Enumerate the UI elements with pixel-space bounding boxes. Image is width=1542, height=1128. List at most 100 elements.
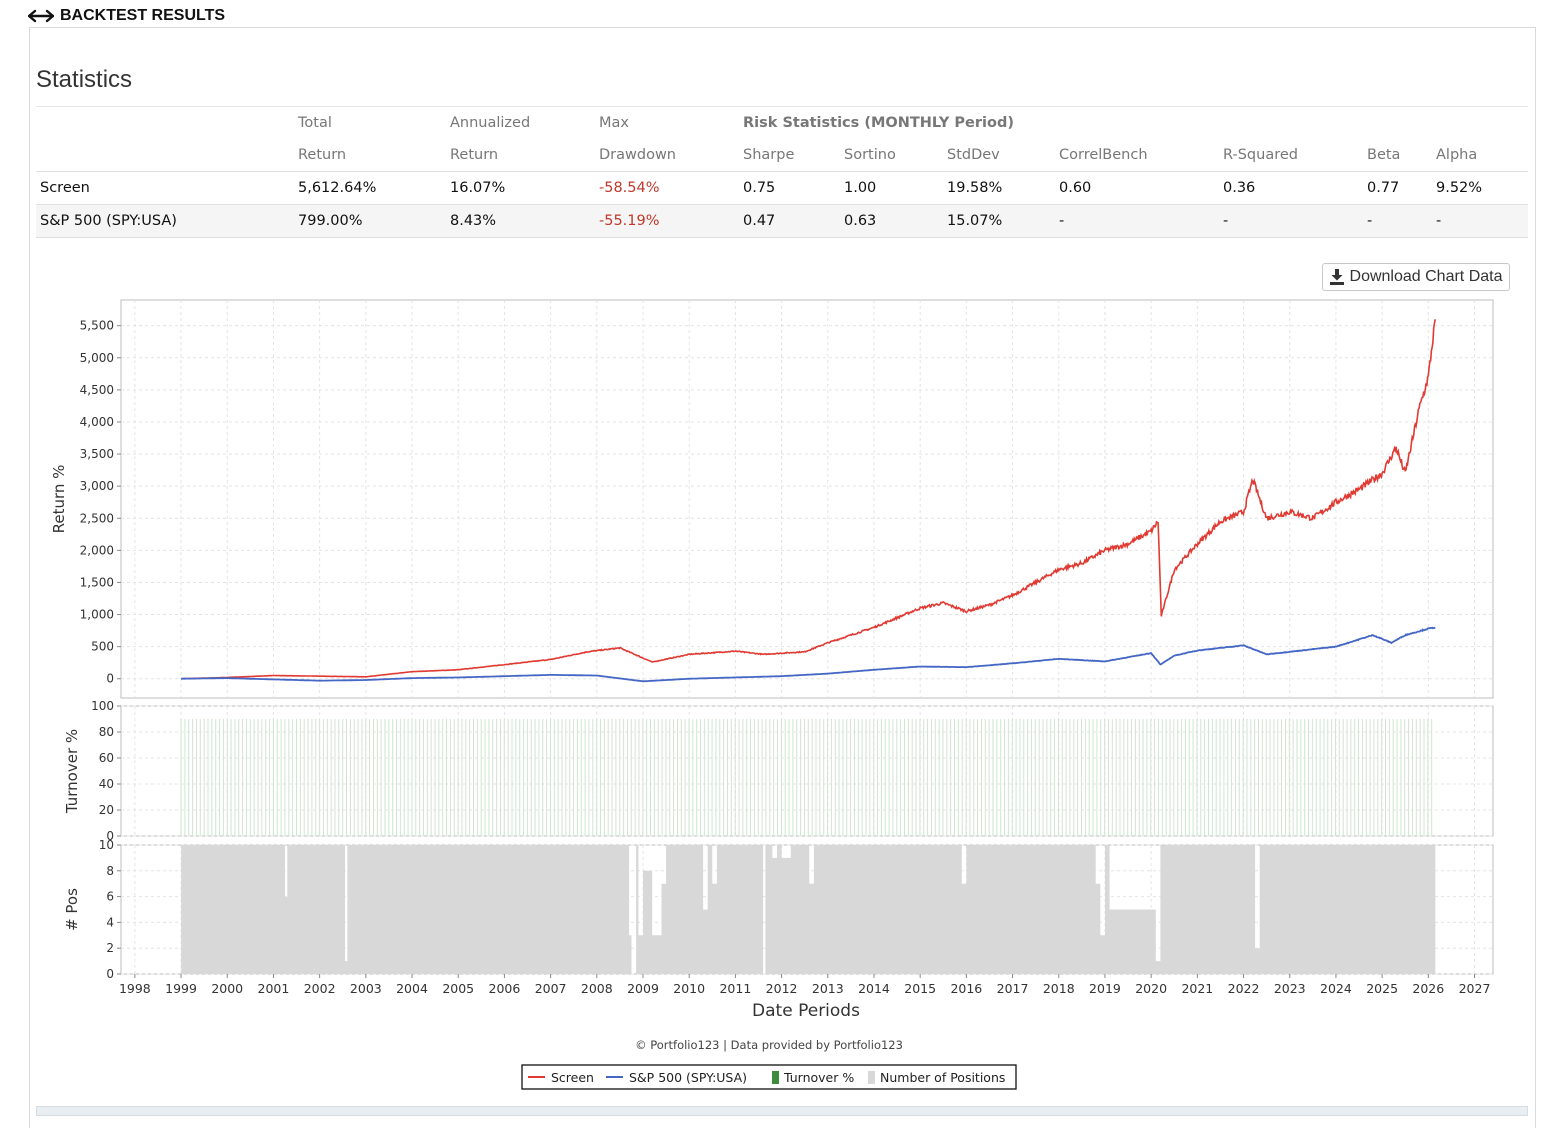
- header-cell: R-Squared: [1223, 147, 1298, 163]
- sp500-series-line: [181, 626, 1436, 683]
- header-cell: Max: [599, 115, 629, 131]
- y-tick-label: 60: [99, 751, 114, 765]
- table-cell: 15.07%: [943, 204, 1055, 238]
- statistics-title: Statistics: [36, 66, 133, 93]
- table-cell: 0.60: [1055, 171, 1219, 205]
- x-tick-label: 2008: [581, 981, 613, 996]
- y-tick-label: 5,500: [80, 319, 114, 333]
- x-tick-label: 2007: [535, 981, 567, 996]
- legend-box-swatch: [868, 1071, 875, 1084]
- y-tick-label: 500: [91, 640, 114, 654]
- x-tick-label: 2013: [812, 981, 844, 996]
- x-tick-label: 2002: [304, 981, 336, 996]
- y-tick-label: 2,500: [80, 511, 114, 525]
- table-cell: 0.77: [1363, 171, 1432, 205]
- table-cell: 1.00: [840, 171, 943, 205]
- x-tick-label: 2019: [1089, 981, 1121, 996]
- chart-legend: Screen S&P 500 (SPY:USA) Turnover % Number …: [521, 1064, 1017, 1090]
- download-button-label: Download Chart Data: [1349, 268, 1503, 285]
- table-cell: 0.75: [739, 171, 840, 205]
- header-cell: Return: [450, 147, 499, 163]
- x-tick-label: 2014: [858, 981, 890, 996]
- row-label: S&P 500 (SPY:USA): [36, 204, 294, 238]
- section-header[interactable]: BACKTEST RESULTS: [28, 5, 225, 27]
- y-axis-label: Turnover %: [63, 729, 81, 814]
- header-cell: Total: [298, 115, 332, 131]
- table-cell: 16.07%: [446, 171, 595, 205]
- table-cell: 0.63: [840, 204, 943, 238]
- table-cell: 19.58%: [943, 171, 1055, 205]
- x-tick-label: 2022: [1228, 981, 1260, 996]
- y-tick-label: 6: [106, 890, 114, 904]
- header-cell: Sharpe: [743, 147, 795, 163]
- table-cell: -: [1363, 204, 1432, 238]
- table-cell: 0.36: [1219, 171, 1363, 205]
- row-label: Screen: [36, 171, 294, 205]
- turnover-bars: [180, 719, 1433, 836]
- header-cell: Beta: [1367, 147, 1401, 163]
- header-cell: Drawdown: [599, 147, 676, 163]
- x-tick-label: 2012: [766, 981, 798, 996]
- legend-box-swatch: [772, 1071, 779, 1084]
- y-tick-label: 10: [99, 838, 114, 852]
- x-tick-label: 2025: [1366, 981, 1398, 996]
- table-cell: 8.43%: [446, 204, 595, 238]
- table-row: Screen 5,612.64% 16.07% -58.54% 0.75 1.0…: [36, 171, 1528, 205]
- header-cell: Annualized: [450, 115, 531, 131]
- y-tick-label: 80: [99, 725, 114, 739]
- legend-box: [521, 1064, 1017, 1090]
- y-tick-label: 3,500: [80, 447, 114, 461]
- y-tick-label: 2,000: [80, 543, 114, 557]
- x-tick-label: 2018: [1043, 981, 1075, 996]
- y-tick-label: 4,500: [80, 383, 114, 397]
- x-tick-label: 1998: [119, 981, 151, 996]
- x-tick-label: 2026: [1412, 981, 1444, 996]
- x-tick-label: 2003: [350, 981, 382, 996]
- expand-arrows-icon: [28, 9, 54, 23]
- x-tick-label: 2010: [673, 981, 705, 996]
- y-tick-label: 4,000: [80, 415, 114, 429]
- x-tick-label: 2027: [1459, 981, 1491, 996]
- x-tick-label: 2016: [950, 981, 982, 996]
- x-tick-label: 2001: [258, 981, 290, 996]
- download-chart-data-button[interactable]: Download Chart Data: [1322, 263, 1510, 291]
- x-tick-label: 2020: [1135, 981, 1167, 996]
- legend-label: Number of Positions: [880, 1070, 1005, 1085]
- header-cell: CorrelBench: [1059, 147, 1148, 163]
- x-axis-label: Date Periods: [752, 1001, 860, 1021]
- table-cell: -: [1432, 204, 1528, 238]
- x-tick-label: 2004: [396, 981, 428, 996]
- plot-area: [120, 299, 1494, 699]
- x-tick-label: 1999: [165, 981, 197, 996]
- x-tick-label: 2009: [627, 981, 659, 996]
- y-tick-label: 1,500: [80, 575, 114, 589]
- table-row: S&P 500 (SPY:USA) 799.00% 8.43% -55.19% …: [36, 204, 1528, 238]
- y-tick-label: 4: [106, 915, 114, 929]
- plot-area: [120, 705, 1494, 837]
- risk-statistics-header: Risk Statistics (MONTHLY Period): [743, 115, 1014, 131]
- section-title: BACKTEST RESULTS: [60, 7, 226, 24]
- y-tick-label: 0: [106, 829, 114, 843]
- header-cell: Sortino: [844, 147, 896, 163]
- legend-label: Screen: [551, 1070, 594, 1085]
- y-tick-label: 20: [99, 803, 114, 817]
- table-cell: -: [1055, 204, 1219, 238]
- x-tick-label: 2015: [904, 981, 936, 996]
- results-panel: [29, 27, 1536, 1128]
- x-tick-label: 2000: [211, 981, 243, 996]
- x-tick-label: 2024: [1320, 981, 1352, 996]
- y-tick-label: 0: [106, 672, 114, 686]
- x-tick-label: 2005: [442, 981, 474, 996]
- header-row-2: Return Return Drawdown Sharpe Sortino St…: [36, 139, 1528, 172]
- x-tick-label: 2017: [997, 981, 1029, 996]
- y-tick-label: 3,000: [80, 479, 114, 493]
- bottom-bar: [36, 1106, 1528, 1116]
- header-row-1: Total Annualized Max Risk Statistics (MO…: [36, 107, 1528, 139]
- screen-series-line: [180, 319, 1437, 680]
- y-tick-label: 0: [106, 967, 114, 981]
- y-tick-label: 1,000: [80, 608, 114, 622]
- y-tick-label: 2: [106, 941, 114, 955]
- divider: [36, 106, 1528, 107]
- y-tick-label: 40: [99, 777, 114, 791]
